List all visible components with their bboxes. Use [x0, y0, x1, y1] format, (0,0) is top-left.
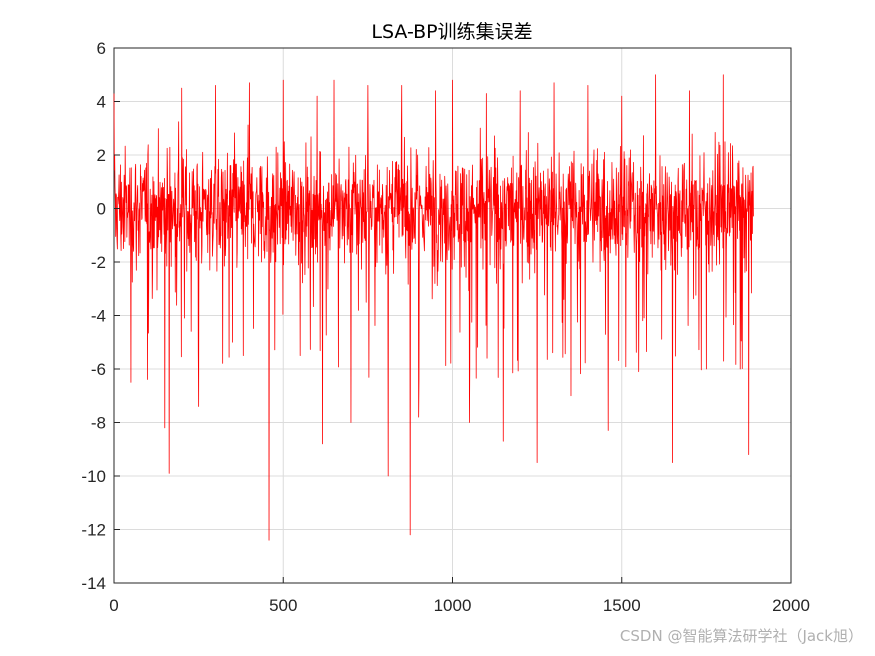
y-tick-label: -14	[81, 574, 106, 593]
series-group	[113, 74, 754, 541]
y-tick-label: -4	[91, 307, 106, 326]
y-tick-label: -6	[91, 360, 106, 379]
y-tick-label: 6	[97, 39, 106, 58]
y-tick-label: 4	[97, 93, 106, 112]
chart-title: LSA-BP训练集误差	[371, 21, 532, 43]
watermark: CSDN @智能算法研学社（Jack旭）	[619, 627, 863, 645]
y-tick-label: -10	[81, 467, 106, 486]
y-tick-label: -8	[91, 414, 106, 433]
y-tick-label: 0	[97, 200, 106, 219]
x-tick-label: 2000	[772, 596, 810, 615]
x-tick-label: 500	[269, 596, 297, 615]
y-tick-label: -12	[81, 521, 106, 540]
y-tick-label: 2	[97, 146, 106, 165]
x-tick-label: 0	[109, 596, 118, 615]
y-tick-label: -2	[91, 253, 106, 272]
tick-group: 0 500 1000 1500 2000 -14 -12 -10 -8 -6 -4 -2 0 2 4 6	[81, 39, 809, 615]
series-line	[113, 74, 754, 541]
x-tick-label: 1500	[603, 596, 641, 615]
x-tick-label: 1000	[434, 596, 472, 615]
